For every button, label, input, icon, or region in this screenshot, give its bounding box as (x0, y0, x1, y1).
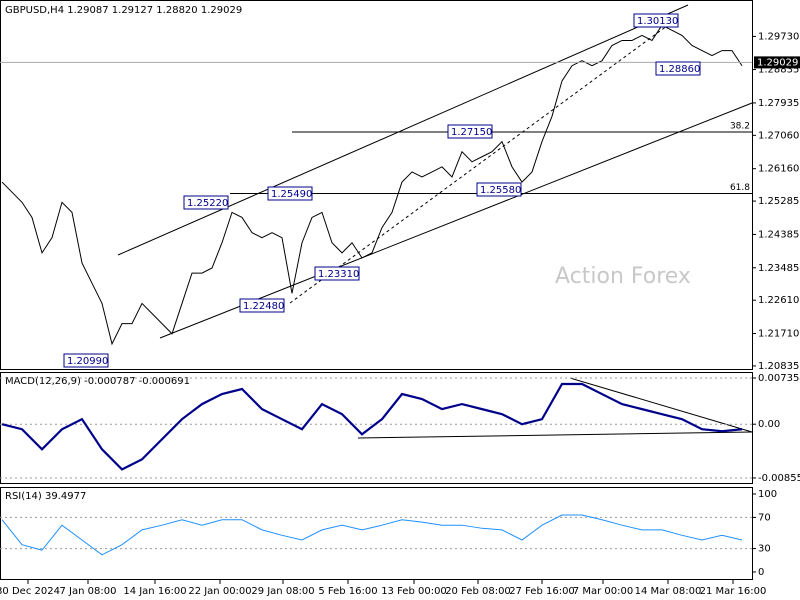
x-tick-label: 7 Jan 08:00 (60, 586, 117, 597)
y-tick-label: 1.26160 (758, 164, 799, 175)
y-tick-label: 1.24385 (758, 229, 799, 240)
x-tick-label: 21 Mar 16:00 (700, 586, 767, 597)
annotation-box (447, 124, 493, 139)
y-tick-label: 1.28835 (758, 65, 799, 76)
x-tick-label: 13 Feb 00:00 (381, 586, 447, 597)
x-tick-label: 29 Jan 08:00 (251, 586, 314, 597)
annotation: 1.22480 (243, 301, 284, 312)
y-tick-label: 0 (758, 567, 764, 578)
x-tick-label: 7 Mar 00:00 (573, 586, 633, 597)
x-tick-label: 30 Dec 2024 (0, 586, 60, 597)
x-tick-label: 14 Mar 08:00 (635, 586, 702, 597)
annotation: 1.23310 (318, 269, 359, 280)
y-tick-label: 1.23485 (758, 263, 799, 274)
x-tick-label: 5 Feb 16:00 (318, 586, 377, 597)
y-tick-label: 1.27935 (758, 98, 799, 109)
series-line (1, 514, 743, 556)
macd-support (357, 431, 753, 439)
last-price-box (754, 56, 800, 69)
x-tick-label: 27 Feb 16:00 (509, 586, 575, 597)
annotation: 1.25490 (271, 189, 312, 200)
annotation-box (183, 195, 229, 210)
series-line (1, 24, 743, 346)
annotation: 1.30130 (637, 16, 678, 27)
price-frame (0, 0, 753, 370)
chart-title: GBPUSD,H4 1.29087 1.29127 1.28820 1.2902… (5, 5, 242, 16)
y-tick-label: -0.008558 (758, 473, 800, 484)
macd-title: MACD(12,26,9) -0.000787 -0.000691 (5, 376, 190, 387)
channel-upper (117, 4, 689, 256)
rsi-frame (0, 487, 753, 580)
rsi-title: RSI(14) 39.4977 (5, 491, 86, 502)
macd-frame (0, 372, 753, 484)
x-tick-label: 22 Jan 00:00 (188, 586, 251, 597)
annotation-box (655, 61, 701, 76)
macd-resistance (569, 377, 753, 433)
watermark: Action Forex (555, 264, 691, 289)
y-tick-label: 1.22610 (758, 295, 799, 306)
y-tick-label: 70 (758, 512, 771, 523)
y-tick-label: 30 (758, 544, 771, 555)
annotation: 1.25220 (187, 198, 228, 209)
series-line (1, 382, 743, 471)
y-tick-label: 1.29730 (758, 31, 799, 42)
y-tick-label: 0.00 (758, 419, 780, 430)
annotation-box (267, 186, 313, 201)
fib-label: 61.8 (730, 183, 750, 193)
annotation-box (476, 182, 522, 197)
y-tick-label: 1.21710 (758, 329, 799, 340)
annotation-box (314, 266, 360, 281)
y-tick-label: 1.27060 (758, 130, 799, 141)
y-tick-label: 1.20835 (758, 361, 799, 372)
annotation: 1.20990 (67, 356, 108, 367)
annotation: 1.25580 (480, 185, 521, 196)
annotation: 1.28860 (659, 64, 700, 75)
annotation-box (63, 353, 109, 368)
x-tick-label: 20 Feb 08:00 (445, 586, 511, 597)
annotation-box (633, 13, 679, 28)
annotation-box (239, 298, 285, 313)
y-tick-label: 0.007354 (758, 373, 800, 384)
last-price-label: 1.29029 (757, 57, 798, 68)
y-tick-label: 1.25285 (758, 196, 799, 207)
x-tick-label: 14 Jan 16:00 (123, 586, 186, 597)
annotation: 1.27150 (451, 127, 492, 138)
y-tick-label: 100 (758, 489, 777, 500)
fib-label: 38.2 (730, 122, 750, 132)
channel-mid (289, 19, 676, 304)
